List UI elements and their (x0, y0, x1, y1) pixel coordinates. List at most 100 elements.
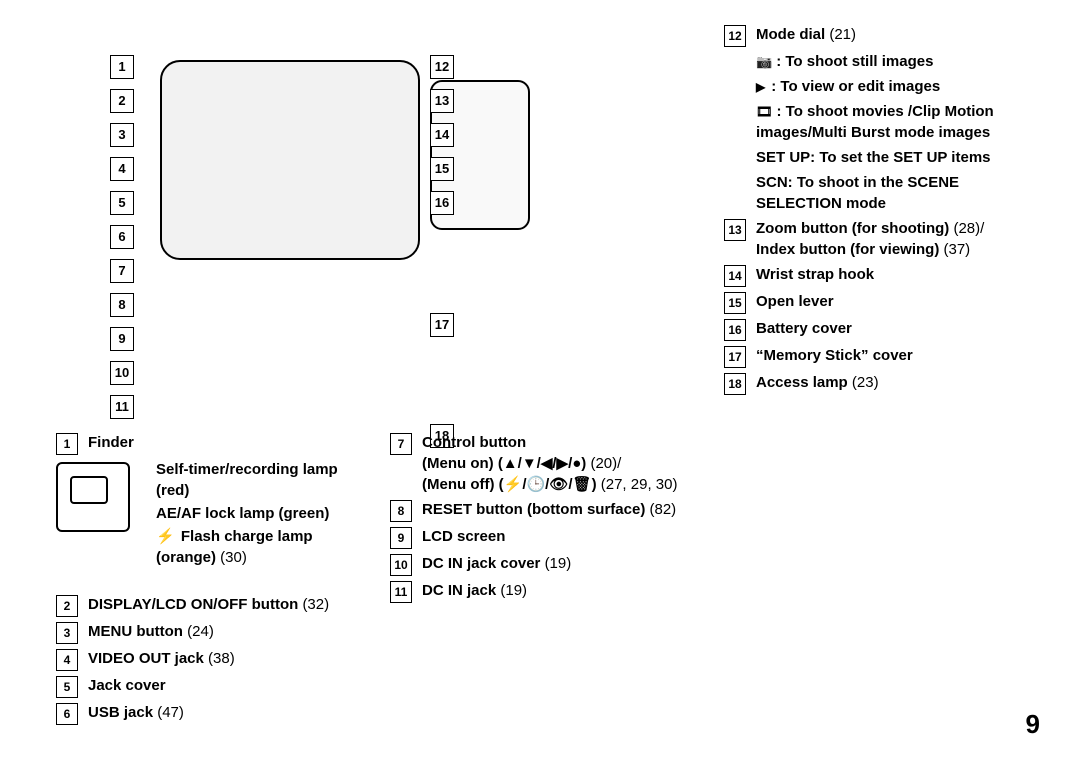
item-label: MENU button (88, 623, 183, 640)
diagram-area: 1234567891011 1213141516 17 18 (110, 30, 690, 420)
item-box: 16 (724, 319, 746, 341)
item-sub2: (Menu off) (⚡/🕒/👁/🗑) (422, 476, 597, 493)
item-label: Open lever (756, 293, 834, 310)
list-item: 7Control button(Menu on) (▲/▼/◀/▶/●) (20… (390, 432, 710, 495)
item-ref: (28)/ (953, 220, 984, 237)
item-label: Control button (422, 434, 526, 451)
mode-dial-subitem: : To view or edit images (756, 76, 1044, 97)
callout-box-16: 16 (430, 191, 454, 215)
item-ref: (19) (500, 582, 527, 599)
item-box: 4 (56, 649, 78, 671)
callout-box-12: 12 (430, 55, 454, 79)
item-box: 8 (390, 500, 412, 522)
item-box: 15 (724, 292, 746, 314)
item-label: Wrist strap hook (756, 266, 874, 283)
item-ref: (32) (302, 596, 329, 613)
finder-item-1: Self-timer/recording lamp (red) (156, 459, 356, 501)
mode-dial-ref: (21) (829, 26, 856, 43)
callout-box-11: 11 (110, 395, 134, 419)
item-box: 3 (56, 622, 78, 644)
callout-box-8: 8 (110, 293, 134, 317)
finder-box: 1 (56, 433, 78, 455)
list-item: 10 DC IN jack cover (19) (390, 553, 710, 576)
callout-box-10: 10 (110, 361, 134, 385)
cam-icon (756, 53, 776, 70)
item-ref: (82) (650, 501, 677, 518)
item-ref: (47) (157, 704, 184, 721)
item-sub2-ref: (27, 29, 30) (601, 476, 678, 493)
item-label: Jack cover (88, 677, 166, 694)
page-number: 9 (1026, 706, 1040, 742)
item-label: Access lamp (756, 374, 848, 391)
list-item: 14 Wrist strap hook (724, 264, 1044, 287)
list-item: 6 USB jack (47) (56, 702, 376, 725)
item-label: DISPLAY/LCD ON/OFF button (88, 596, 298, 613)
page: 1234567891011 1213141516 17 18 1 Finder … (0, 0, 1080, 760)
callout-box-9: 9 (110, 327, 134, 351)
mode-dial-row: 12 Mode dial (21) (724, 24, 1044, 47)
item-sub1: (Menu on) (▲/▼/◀/▶/●) (422, 455, 586, 472)
mode-dial-subitem: : To shoot still images (756, 51, 1044, 72)
camera-back-diagram (160, 60, 420, 260)
list-item: 9 LCD screen (390, 526, 710, 549)
list-item: 16 Battery cover (724, 318, 1044, 341)
callout-box-3: 3 (110, 123, 134, 147)
item-label: RESET button (bottom surface) (422, 501, 645, 518)
item-box: 13 (724, 219, 746, 241)
mode-dial-label: Mode dial (756, 26, 825, 43)
callouts-right2: 17 (430, 313, 454, 347)
callouts-right1: 12 13 14 15 16 (430, 55, 454, 225)
list-item: 17“Memory Stick” cover (724, 345, 1044, 368)
list-item: 5 Jack cover (56, 675, 376, 698)
item-label: USB jack (88, 704, 153, 721)
callout-box-17: 17 (430, 313, 454, 337)
finder-list: Self-timer/recording lamp (red) AE/AF lo… (156, 459, 356, 568)
list-item: 13 Zoom button (for shooting) (28)/ Index … (724, 218, 1044, 260)
mode-dial-subitem: SET UP: To set the SET UP items (756, 147, 1044, 168)
item-box: 9 (390, 527, 412, 549)
list-item: 15 Open lever (724, 291, 1044, 314)
finder-icon (56, 462, 130, 532)
item-sub: Index button (for viewing) (756, 241, 939, 258)
item-sub-ref: (37) (944, 241, 971, 258)
callout-box-14: 14 (430, 123, 454, 147)
list-item: 11 DC IN jack (19) (390, 580, 710, 603)
item-label: LCD screen (422, 528, 505, 545)
item-label: VIDEO OUT jack (88, 650, 204, 667)
callout-box-6: 6 (110, 225, 134, 249)
finder-item-3-ref: (30) (220, 549, 247, 566)
column-1: 2 DISPLAY/LCD ON/OFF button (32) 3 MENU b… (56, 594, 376, 729)
callout-box-5: 5 (110, 191, 134, 215)
item-ref: (19) (545, 555, 572, 572)
item-label: DC IN jack (422, 582, 496, 599)
item-label: DC IN jack cover (422, 555, 540, 572)
finder-title: Finder (88, 432, 134, 453)
callout-box-4: 4 (110, 157, 134, 181)
column-2: 7Control button(Menu on) (▲/▼/◀/▶/●) (20… (390, 432, 710, 607)
list-item: 18 Access lamp (23) (724, 372, 1044, 395)
callout-box-7: 7 (110, 259, 134, 283)
mode-dial-subitem: SCN: To shoot in the SCENE SELECTION mod… (756, 172, 1044, 214)
item-box: 7 (390, 433, 412, 455)
item-box: 2 (56, 595, 78, 617)
item-label: Zoom button (for shooting) (756, 220, 949, 237)
list-item: 4 VIDEO OUT jack (38) (56, 648, 376, 671)
film-icon (756, 103, 777, 120)
item-box: 5 (56, 676, 78, 698)
item-box: 11 (390, 581, 412, 603)
item-ref: (23) (852, 374, 879, 391)
item-box: 6 (56, 703, 78, 725)
finder-block: 1 Finder Self-timer/recording lamp (red)… (56, 432, 356, 570)
play-icon (756, 78, 771, 95)
item-box: 10 (390, 554, 412, 576)
item-ref: (38) (208, 650, 235, 667)
mode-dial-subitem: : To shoot movies /Clip Motion images/Mu… (756, 101, 1044, 143)
item-label: “Memory Stick” cover (756, 347, 913, 364)
callout-box-13: 13 (430, 89, 454, 113)
finder-heading-row: 1 Finder (56, 432, 356, 455)
item-box: 14 (724, 265, 746, 287)
item-label: Battery cover (756, 320, 852, 337)
callout-box-2: 2 (110, 89, 134, 113)
callout-box-15: 15 (430, 157, 454, 181)
item-box: 18 (724, 373, 746, 395)
